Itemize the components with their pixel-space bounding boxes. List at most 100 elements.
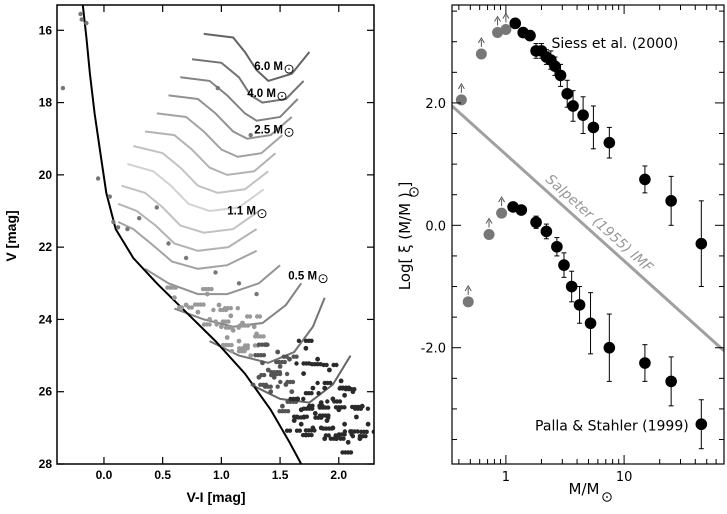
star-point (137, 216, 142, 221)
imf-data-points (455, 12, 708, 450)
star-point (183, 255, 189, 261)
star-point (312, 411, 318, 416)
star-point (195, 309, 201, 315)
sun-symbol (257, 209, 267, 219)
star-point (315, 380, 320, 386)
star-point (363, 434, 368, 439)
star-point (310, 385, 316, 391)
star-point (211, 307, 216, 313)
left-y-tick-label: 24 (39, 312, 53, 326)
star-point (354, 414, 359, 420)
star-point (325, 399, 330, 404)
star-point (282, 359, 287, 365)
limit-arrow-head (498, 196, 506, 203)
track-mass-label: 1.1 M (227, 206, 256, 218)
data-point (603, 136, 616, 149)
data-point (551, 240, 563, 253)
star-point (319, 415, 324, 420)
left-x-tick-label: 0.0 (96, 468, 113, 482)
star-point (350, 434, 356, 439)
left-x-axis-label: V-I [mag] (186, 489, 245, 505)
right-y-tick-label: 0.0 (425, 219, 446, 234)
star-point (107, 194, 113, 199)
star-point (338, 378, 344, 384)
star-point (358, 406, 364, 411)
star-point (318, 400, 324, 405)
star-point (327, 367, 332, 373)
left-y-ticks: 16 18 20 22 24 26 28 (39, 23, 374, 471)
sun-symbol (277, 91, 287, 101)
star-point (337, 399, 343, 404)
track-mass-label: 6.0 M (254, 61, 283, 73)
star-point (172, 295, 177, 301)
data-point (558, 259, 570, 271)
evolutionary-track-1p1 (117, 220, 258, 270)
sun-symbol-dot (288, 68, 290, 70)
star-point (278, 379, 283, 385)
right-y-tick-label: -2.0 (421, 342, 446, 357)
data-point (509, 17, 522, 30)
star-point (115, 225, 121, 230)
evolutionary-track-1p3 (117, 202, 258, 252)
left-y-tick-label: 28 (39, 457, 53, 471)
evolutionary-track-0p5 (209, 297, 326, 364)
sun-symbol (318, 274, 328, 284)
data-point (565, 280, 578, 293)
data-point (665, 195, 677, 207)
star-point (329, 426, 334, 431)
star-point (268, 384, 273, 389)
star-point (154, 205, 159, 210)
star-point (285, 409, 291, 414)
star-point (247, 314, 253, 319)
evolutionary-track-2p5 (156, 112, 284, 158)
evolutionary-track-1p5 (121, 184, 260, 234)
right-plot-frame (451, 4, 725, 465)
zams-curve (81, 5, 303, 464)
star-point (322, 436, 328, 442)
star-point (346, 385, 352, 390)
star-point (260, 360, 265, 366)
star-point (326, 433, 331, 438)
siess-annotation: Siess et al. (2000) (551, 36, 678, 52)
evolutionary-track-3 (168, 94, 293, 140)
right-x-axis-text: M/M (569, 480, 600, 498)
right-x-tick-label: 10 (616, 470, 633, 485)
star-point (265, 342, 270, 347)
star-point (294, 361, 299, 366)
star-point (342, 405, 347, 410)
star-point (245, 343, 251, 348)
data-point (695, 237, 708, 250)
star-point (322, 385, 328, 391)
data-point (577, 109, 589, 121)
star-point (216, 302, 222, 308)
star-point (219, 324, 224, 330)
sun-symbol (602, 492, 612, 502)
star-point (287, 428, 293, 433)
limit-arrow-head (464, 284, 472, 292)
star-point (294, 414, 300, 419)
star-point (342, 421, 347, 427)
star-point (296, 338, 302, 343)
zams-line (81, 5, 303, 464)
evolutionary-tracks (117, 32, 352, 404)
evolutionary-track-1p8 (127, 163, 265, 213)
limit-point (462, 296, 474, 308)
track-mass-label: 0.5 M (288, 271, 317, 283)
star-point (111, 219, 116, 225)
star-point (254, 291, 259, 297)
star-point (301, 396, 306, 402)
star-point (60, 85, 66, 91)
star-point (189, 305, 194, 310)
star-point (223, 307, 229, 313)
star-point (326, 405, 331, 410)
data-point (530, 216, 542, 229)
star-point (166, 241, 171, 246)
star-point (324, 362, 329, 368)
left-x-ticks: 0.0 0.5 1.0 1.5 2.0 (96, 5, 347, 482)
star-point (229, 349, 235, 354)
star-point (301, 371, 306, 376)
data-point (584, 317, 597, 330)
salpeter-line (452, 104, 724, 352)
sun-symbol (284, 127, 294, 137)
star-point (342, 392, 347, 398)
